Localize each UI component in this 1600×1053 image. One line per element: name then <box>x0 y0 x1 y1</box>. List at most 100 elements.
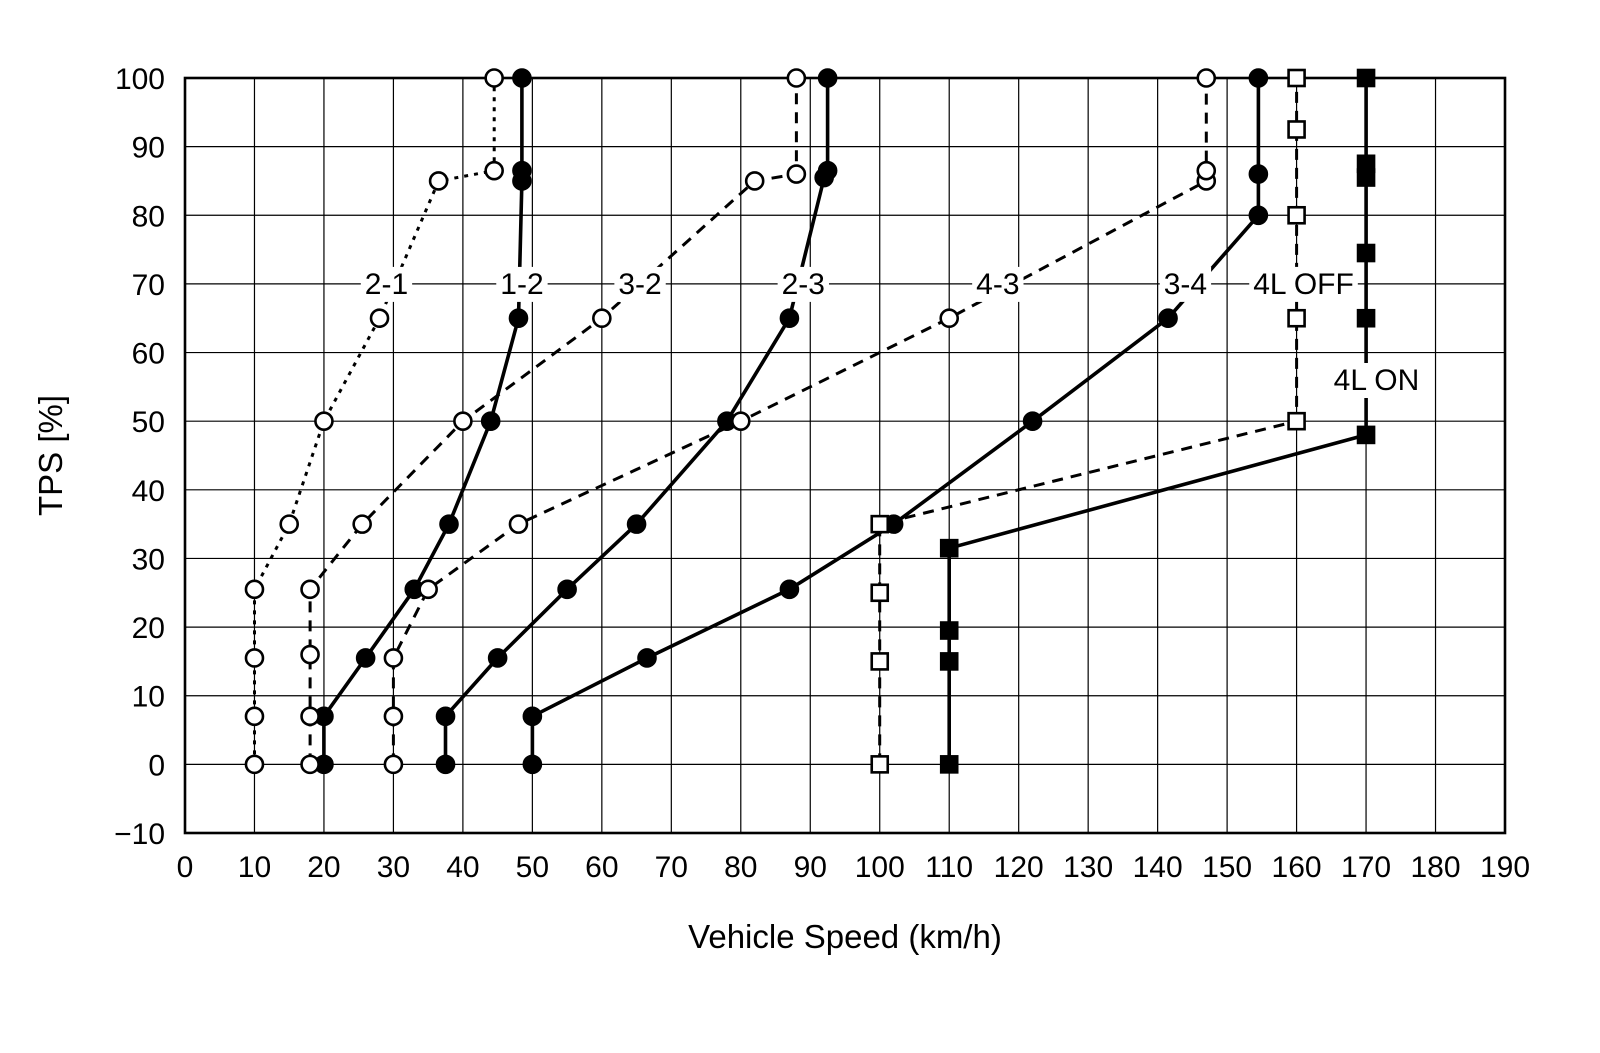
marker-square-open <box>1287 68 1306 88</box>
series-label-3-2: 3-2 <box>618 268 661 301</box>
y-axis-title: TPS [%] <box>32 395 69 516</box>
marker-circle-open <box>300 644 320 665</box>
y-tick-label: 60 <box>132 338 165 371</box>
series-label-mask <box>614 266 666 302</box>
marker-circle-open <box>383 706 404 727</box>
series-label-4-3: 4-3 <box>976 268 1019 301</box>
y-tick-label: 90 <box>132 132 165 165</box>
marker-circle-open <box>369 308 390 329</box>
marker-circle-filled <box>817 68 838 88</box>
x-tick-label: 190 <box>1480 851 1530 884</box>
series-label-mask <box>1329 363 1424 398</box>
x-axis-title: Vehicle Speed (km/h) <box>688 918 1002 955</box>
marker-circle-open <box>244 648 265 668</box>
marker-circle-open <box>244 754 265 775</box>
marker-circle-filled <box>512 160 532 181</box>
y-tick-label: 100 <box>115 63 165 96</box>
marker-circle-open <box>300 754 320 775</box>
x-tick-label: 130 <box>1063 851 1113 884</box>
marker-circle-filled <box>557 579 577 600</box>
marker-circle-open <box>279 514 300 534</box>
x-tick-label: 10 <box>238 851 271 884</box>
marker-circle-filled <box>355 648 376 668</box>
series-line-2-1 <box>253 78 496 765</box>
y-tick-label: 70 <box>132 269 165 302</box>
series-label-mask <box>777 266 829 302</box>
x-tick-label: 110 <box>925 851 973 884</box>
x-tick-label: 180 <box>1410 851 1460 884</box>
series-label-2-3: 2-3 <box>782 268 825 301</box>
marker-square-filled <box>1356 425 1376 445</box>
y-tick-label: 50 <box>132 406 165 439</box>
marker-square-open <box>1287 205 1306 225</box>
plot-border <box>183 76 1507 835</box>
marker-circle-open <box>592 308 612 329</box>
marker-square-filled <box>939 755 959 774</box>
marker-circle-filled <box>1248 164 1269 184</box>
marker-circle-open <box>244 579 265 600</box>
marker-square-filled <box>1356 243 1376 263</box>
marker-circle-filled <box>637 648 657 668</box>
marker-square-open <box>870 755 890 774</box>
y-tick-label: 20 <box>132 612 165 645</box>
marker-circle-filled <box>626 514 647 534</box>
marker-square-filled <box>939 538 959 558</box>
series-label-mask <box>1249 266 1358 302</box>
x-tick-label: 40 <box>446 851 479 884</box>
series-label-4l-off: 4L OFF <box>1253 268 1354 301</box>
series-label-mask <box>972 266 1024 302</box>
marker-circle-open <box>1196 68 1217 88</box>
marker-square-open <box>1287 411 1306 431</box>
marker-circle-open <box>352 514 372 534</box>
y-tick-label: 0 <box>148 749 165 782</box>
marker-circle-open <box>730 411 751 431</box>
y-tick-label: 80 <box>132 200 165 233</box>
marker-circle-open <box>786 68 807 88</box>
series-label-mask <box>1159 266 1212 302</box>
series-label-4l-on: 4L ON <box>1334 364 1420 397</box>
marker-square-open <box>870 652 890 671</box>
marker-circle-open <box>939 308 960 329</box>
marker-square-open <box>1287 308 1306 328</box>
marker-circle-filled <box>435 706 456 727</box>
marker-circle-filled <box>512 68 532 88</box>
marker-circle-filled <box>508 308 529 329</box>
marker-square-filled <box>939 621 959 640</box>
x-tick-label: 80 <box>724 851 757 884</box>
y-tick-label: −10 <box>114 818 165 851</box>
x-tick-label: 90 <box>794 851 827 884</box>
marker-circle-open <box>786 164 807 184</box>
marker-circle-filled <box>779 579 800 600</box>
marker-circle-filled <box>1248 205 1269 226</box>
marker-square-open <box>870 514 890 534</box>
marker-circle-open <box>744 171 765 191</box>
marker-circle-open <box>383 754 404 775</box>
y-tick-label: 30 <box>132 543 165 576</box>
marker-circle-open <box>314 411 334 431</box>
x-tick-label: 60 <box>585 851 618 884</box>
marker-square-filled <box>1356 68 1376 88</box>
marker-circle-filled <box>817 160 838 181</box>
x-tick-label: 20 <box>307 851 340 884</box>
y-tick-label: 10 <box>132 681 165 714</box>
x-tick-label: 70 <box>655 851 688 884</box>
marker-circle-open <box>300 579 320 600</box>
marker-square-open <box>870 583 890 603</box>
marker-circle-filled <box>1022 411 1043 431</box>
marker-circle-open <box>453 411 473 431</box>
x-tick-label: 160 <box>1272 851 1322 884</box>
marker-square-filled <box>939 652 959 671</box>
marker-circle-filled <box>1158 308 1178 329</box>
x-tick-label: 100 <box>855 851 905 884</box>
marker-circle-filled <box>779 308 800 329</box>
marker-square-open <box>1287 120 1306 139</box>
marker-circle-open <box>484 160 504 181</box>
series-line-3-2 <box>308 78 798 765</box>
marker-circle-open <box>418 579 438 600</box>
marker-circle-open <box>1196 160 1217 181</box>
marker-circle-open <box>508 514 529 534</box>
x-tick-label: 0 <box>177 851 194 884</box>
x-tick-label: 120 <box>994 851 1044 884</box>
series-label-2-1: 2-1 <box>365 268 408 301</box>
